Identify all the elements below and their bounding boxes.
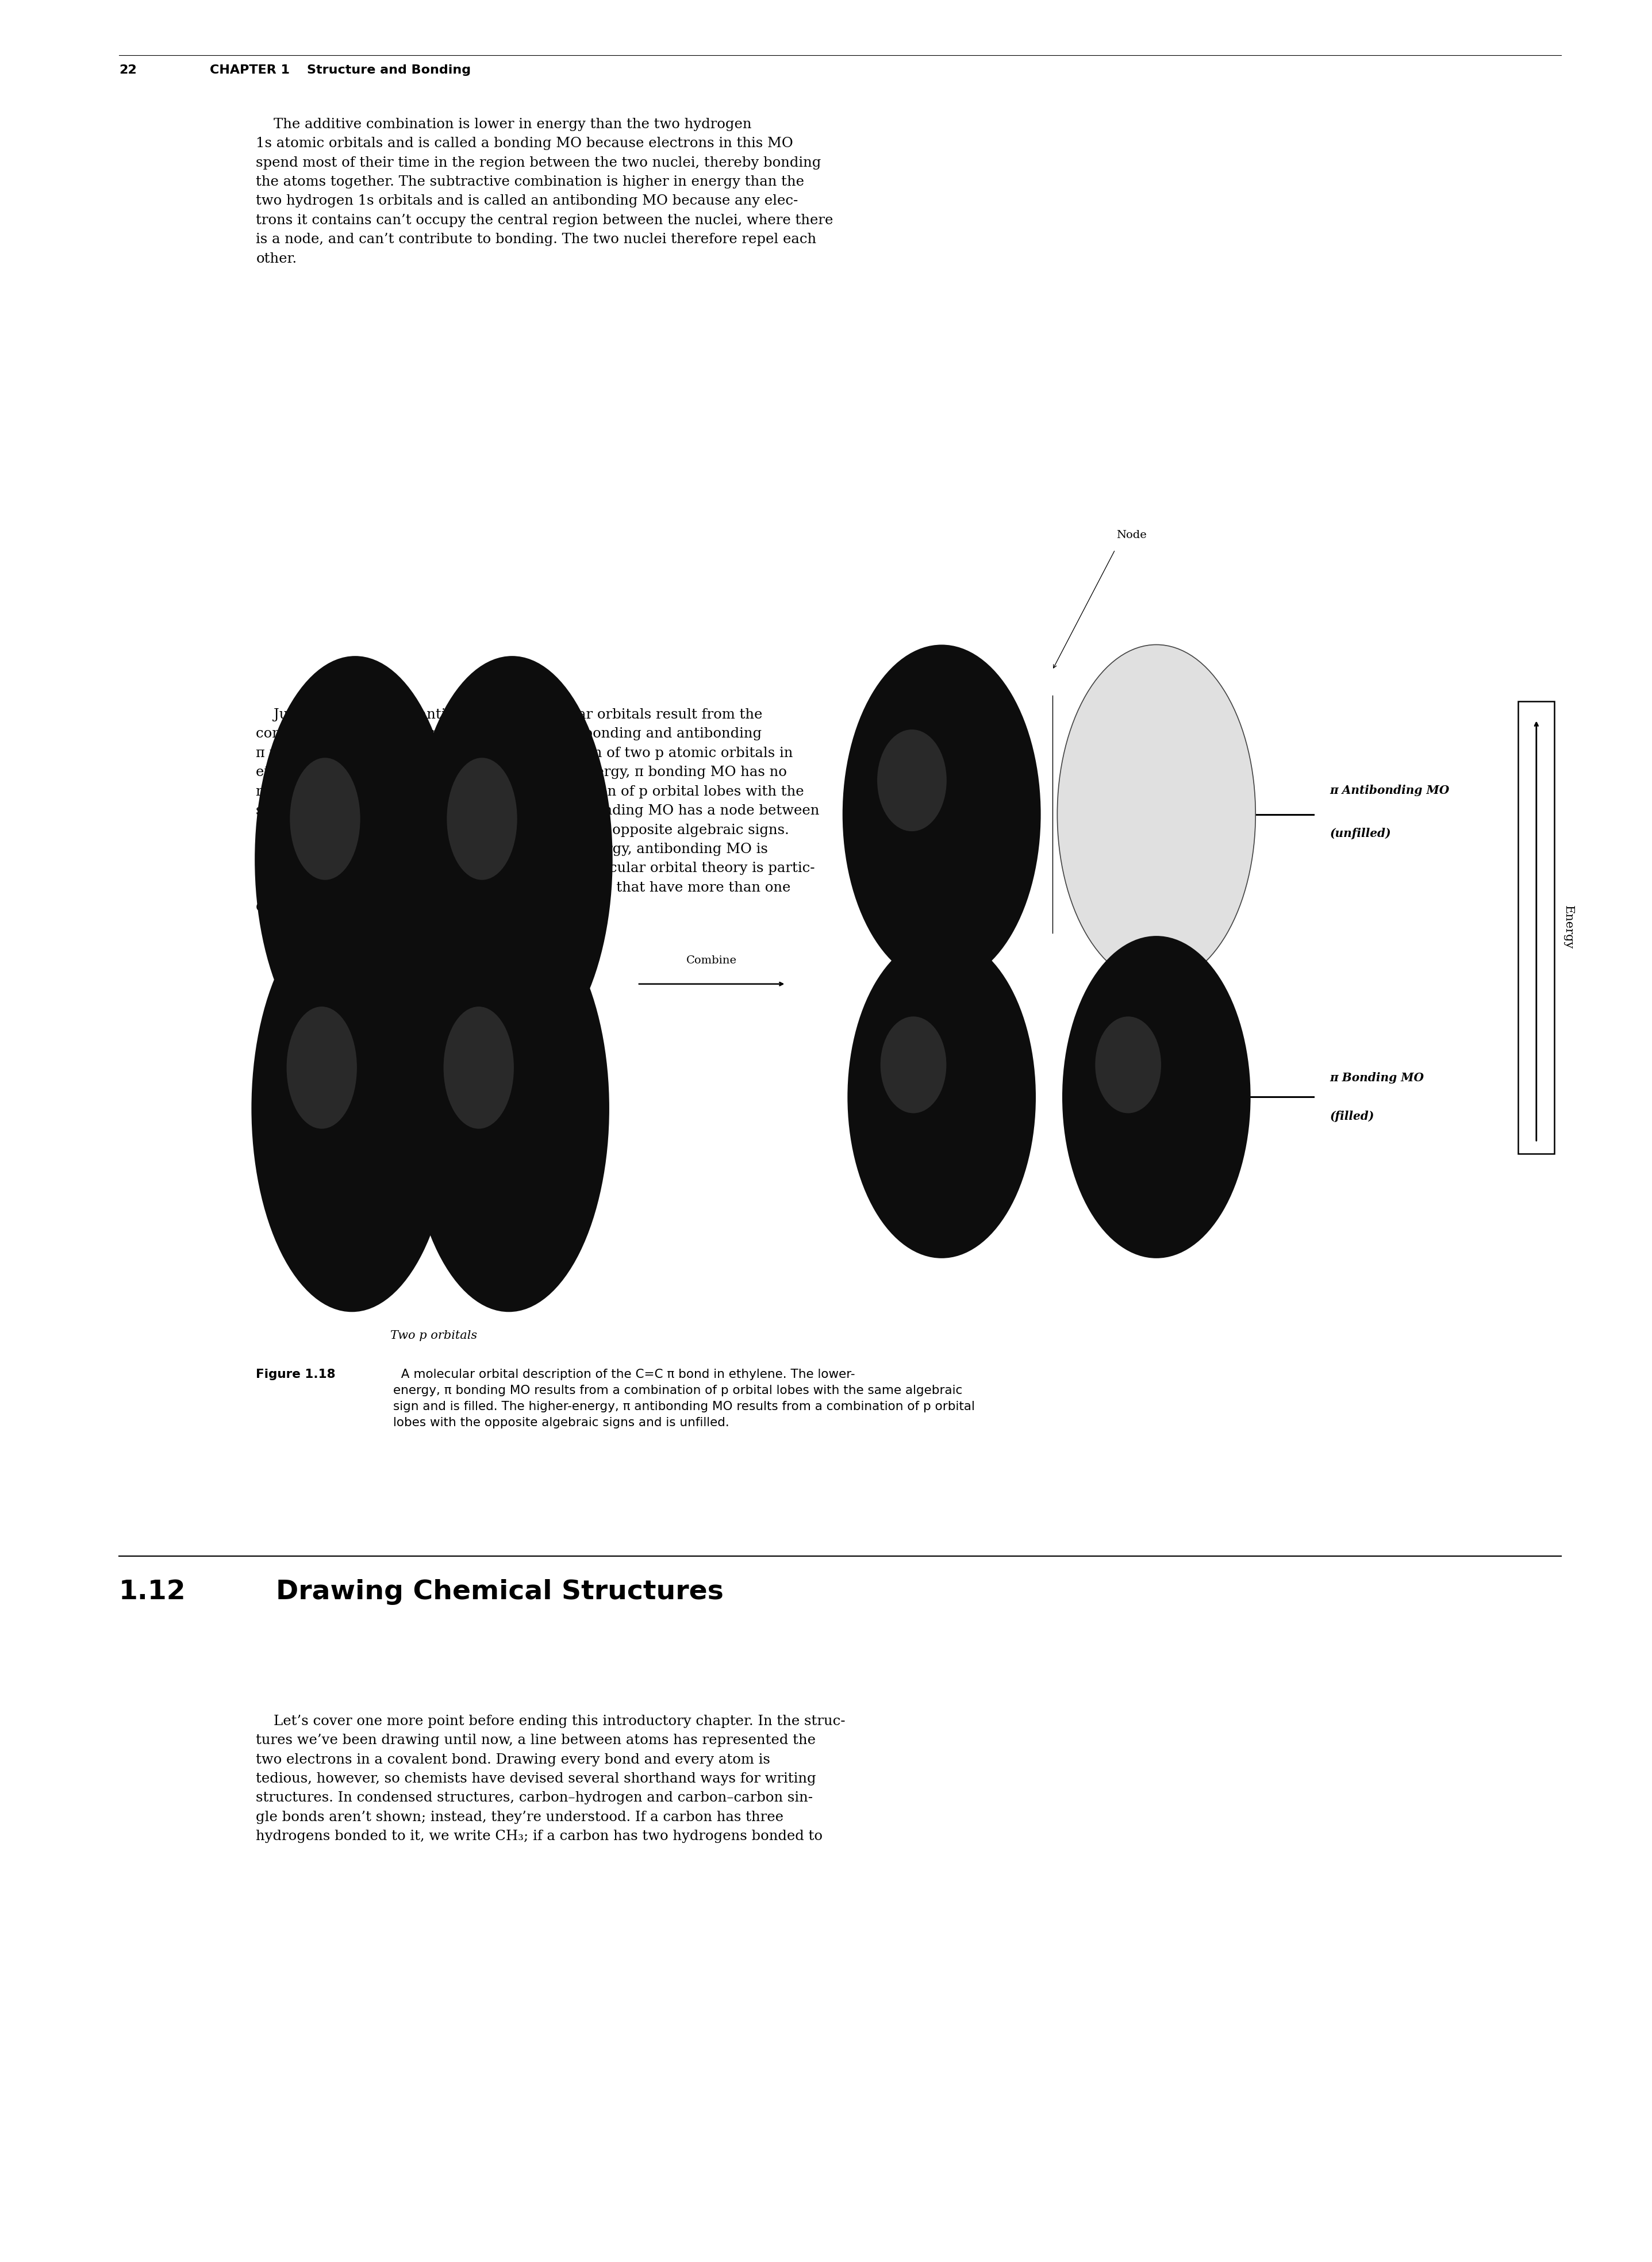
Text: 1.12: 1.12 — [119, 1579, 187, 1604]
Text: (filled): (filled) — [1330, 1111, 1374, 1122]
Ellipse shape — [1095, 1016, 1161, 1113]
Text: The additive combination is lower in energy than the two hydrogen
1s atomic orbi: The additive combination is lower in ene… — [256, 118, 833, 265]
Text: (unfilled): (unfilled) — [1330, 828, 1391, 839]
Ellipse shape — [286, 1007, 357, 1129]
Ellipse shape — [408, 905, 610, 1312]
Text: Energy: Energy — [1563, 905, 1574, 950]
Text: 22: 22 — [119, 66, 137, 77]
Ellipse shape — [847, 936, 1036, 1258]
Text: Figure 1.18: Figure 1.18 — [256, 1369, 335, 1380]
Ellipse shape — [251, 905, 453, 1312]
Ellipse shape — [254, 656, 456, 1063]
Ellipse shape — [1057, 645, 1256, 984]
Ellipse shape — [446, 758, 517, 880]
Text: π Bonding MO: π Bonding MO — [1330, 1072, 1424, 1083]
Ellipse shape — [411, 656, 613, 1063]
Text: Let’s cover one more point before ending this introductory chapter. In the struc: Let’s cover one more point before ending… — [256, 1715, 846, 1844]
Text: A molecular orbital description of the C=C π bond in ethylene. The lower-
energy: A molecular orbital description of the C… — [393, 1369, 975, 1427]
Ellipse shape — [443, 1007, 514, 1129]
Ellipse shape — [877, 728, 947, 830]
Text: Just as bonding and antibonding σ molecular orbitals result from the
combination: Just as bonding and antibonding σ molecu… — [256, 708, 819, 914]
Text: Node: Node — [1117, 529, 1146, 541]
Text: Two p orbitals: Two p orbitals — [390, 1330, 477, 1341]
Ellipse shape — [843, 645, 1041, 984]
Text: CHAPTER 1  Structure and Bonding: CHAPTER 1 Structure and Bonding — [210, 66, 471, 77]
Ellipse shape — [289, 758, 360, 880]
Ellipse shape — [1062, 936, 1251, 1258]
Ellipse shape — [881, 1016, 947, 1113]
Text: π Antibonding MO: π Antibonding MO — [1330, 785, 1449, 796]
Text: Drawing Chemical Structures: Drawing Chemical Structures — [276, 1579, 724, 1604]
Text: Combine: Combine — [686, 955, 737, 966]
